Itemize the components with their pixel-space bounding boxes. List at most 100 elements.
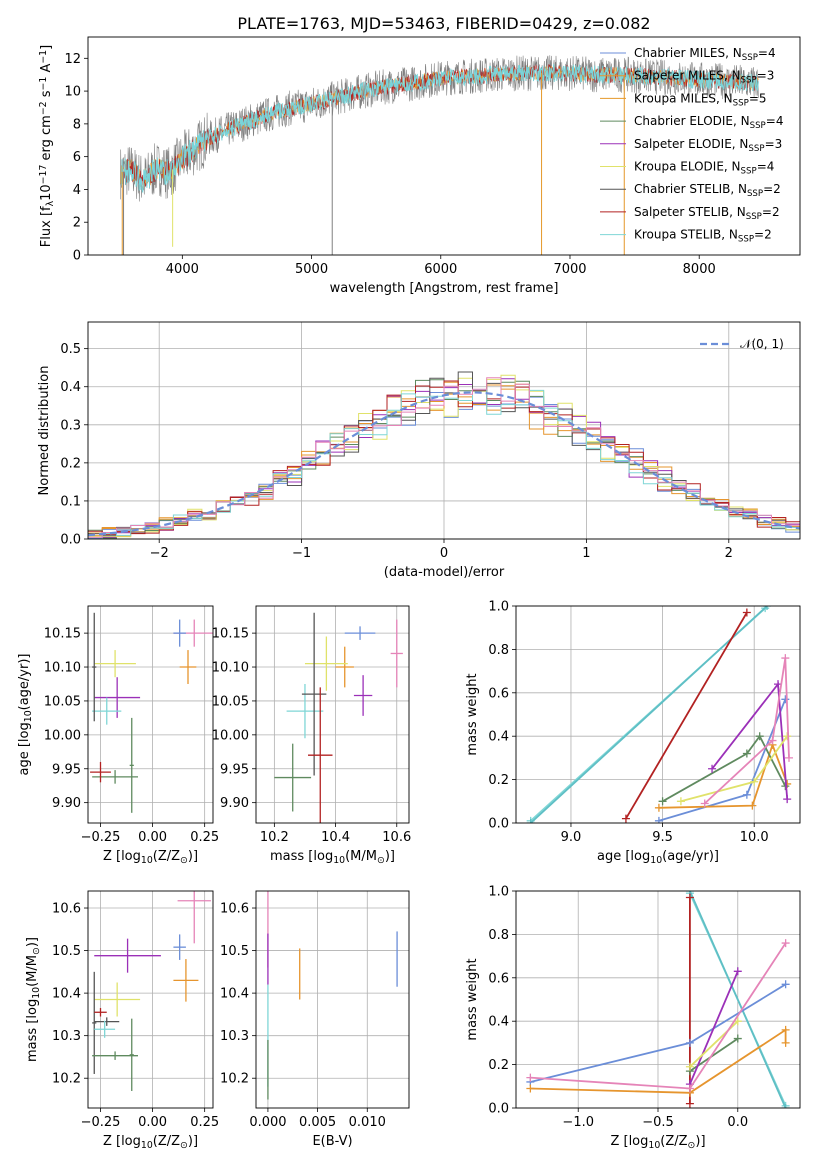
y-axis-label: Normed distribution <box>37 366 52 496</box>
figure-title: PLATE=1763, MJD=53463, FIBERID=0429, z=0… <box>237 14 650 33</box>
x-tick-label: 0.25 <box>190 830 219 845</box>
x-tick-label: 4000 <box>166 262 199 277</box>
y-tick-label: 2 <box>73 216 81 231</box>
label-part: (M/M <box>345 849 377 864</box>
data-point-marker <box>742 608 751 617</box>
legend-label: Salpeter ELODIE, NSSP=3 <box>634 137 782 154</box>
error-bar-point <box>92 770 138 784</box>
y-tick-label: 1.0 <box>488 600 509 615</box>
y-tick-label: 0.4 <box>60 380 81 395</box>
error-bar-point <box>94 1017 120 1026</box>
y-tick-label: 10.15 <box>212 627 249 642</box>
label-part: −1 <box>38 50 49 64</box>
y-tick-label: 10.4 <box>52 987 81 1002</box>
data-point-marker <box>781 1104 790 1108</box>
label-part: age [log <box>17 722 32 775</box>
mass-weight-series <box>654 740 792 812</box>
axes: 4000 5000 6000 7000 8000 0 2 4 6 8 10 12 wavelength … <box>38 36 801 296</box>
label-part: ⊙ <box>31 947 42 955</box>
axes: −1.0 −0.5 0.0 0.0 0.2 0.4 0.6 0.8 1.0 Z [log10(Z/… <box>465 885 801 1151</box>
x-tick-label: 2 <box>725 546 733 561</box>
y-tick-label: 10.4 <box>220 987 249 1002</box>
data-point-marker <box>685 893 694 902</box>
label-part: Chabrier MILES, N <box>634 46 742 60</box>
label-part: Salpeter MILES, N <box>634 69 741 83</box>
x-axis-label: Z [log10(Z/Z⊙)] <box>610 1134 705 1151</box>
label-part: erg cm <box>39 115 54 164</box>
y-tick-label: 0.4 <box>488 730 509 745</box>
series-line <box>625 612 748 820</box>
axes: −0.25 0.00 0.25 9.90 9.95 10.00 10.05 10.10 10.1… <box>17 605 219 866</box>
data-point-marker <box>526 1073 535 1082</box>
data-point-marker <box>781 939 790 948</box>
y-tick-label: 10.6 <box>220 902 249 917</box>
y-tick-label: 0.0 <box>488 817 509 832</box>
label-part: 10 <box>648 1140 660 1151</box>
x-tick-label: 0.00 <box>138 1115 167 1130</box>
data-point-marker <box>733 1034 742 1043</box>
plot-area <box>274 612 403 823</box>
label-part: SSP <box>738 235 754 245</box>
series-line <box>530 1028 787 1094</box>
x-tick-label: −0.25 <box>81 830 121 845</box>
label-part: (Z/Z <box>660 1134 687 1149</box>
legend-label: 𝒩(0, 1) <box>740 337 784 351</box>
age-vs-mass-panel: 10.2 10.4 10.6 9.90 9.95 10.00 10.05 10.10 10.15… <box>212 605 411 866</box>
axes-frame <box>515 605 801 824</box>
data-point-marker <box>685 1099 694 1108</box>
data-point-marker <box>621 814 630 823</box>
y-axis-label: mass weight <box>465 673 480 755</box>
error-bar-point <box>177 891 211 944</box>
error-bar-point <box>94 982 141 1017</box>
y-tick-label: 10.5 <box>220 944 249 959</box>
x-tick-label: 5000 <box>295 262 328 277</box>
data-point-marker <box>733 967 742 976</box>
axes-frame <box>87 36 801 256</box>
label-part: Kroupa MILES, N <box>634 91 733 105</box>
data-point-marker <box>750 777 759 786</box>
label-part: SSP <box>733 98 749 108</box>
axes: 0.000 0.005 0.010 10.2 10.3 10.4 10.5 10.6 E(B-V… <box>220 890 410 1149</box>
y-tick-label: 0.2 <box>488 1058 509 1073</box>
error-bar-point <box>90 761 111 783</box>
plot-area <box>526 606 794 823</box>
plot-area <box>88 371 800 539</box>
legend: 𝒩(0, 1) <box>700 337 784 351</box>
mass-weight-series <box>708 680 792 804</box>
label-part: Salpeter ELODIE, N <box>634 137 748 151</box>
y-tick-label: 9.95 <box>52 762 81 777</box>
mass-vs-ebv-panel: 0.000 0.005 0.010 10.2 10.3 10.4 10.5 10.6 E(B-V… <box>220 890 410 1149</box>
label-part: 10 <box>650 855 662 866</box>
y-tick-label: 8 <box>73 117 81 132</box>
x-tick-label: 8000 <box>683 262 716 277</box>
label-part: (data-model)/error <box>384 565 505 580</box>
legend-label: Chabrier MILES, NSSP=4 <box>634 46 776 63</box>
error-bar-point <box>173 959 199 1002</box>
legend: Chabrier MILES, NSSP=4 Salpeter MILES, N S… <box>600 46 783 245</box>
x-axis-label: wavelength [Angstrom, rest frame] <box>330 281 559 296</box>
label-part: Salpeter STELIB, N <box>634 205 746 219</box>
label-part: ⊙ <box>180 855 188 866</box>
x-axis-label: mass [log10(M/M⊙)] <box>270 849 395 866</box>
data-point-marker <box>781 1038 790 1047</box>
x-tick-label: 9.0 <box>561 830 582 845</box>
axes: 9.0 9.5 10.0 0.0 0.2 0.4 0.6 0.8 1.0 age [log10(a… <box>465 600 801 866</box>
series-line <box>689 970 739 1085</box>
error-bar-point <box>390 619 403 688</box>
label-part: =5 <box>749 91 767 105</box>
mass-weight-series <box>526 1025 790 1097</box>
label-part: −2 <box>38 101 49 115</box>
plot-area <box>90 612 213 813</box>
label-part: )] <box>188 1134 198 1149</box>
error-bar-point <box>92 697 122 725</box>
axes-frame <box>87 605 214 824</box>
legend-label: Chabrier STELIB, NSSP=2 <box>634 182 781 199</box>
y-tick-label: 10.6 <box>52 902 81 917</box>
label-part: Kroupa STELIB, N <box>634 228 738 242</box>
y-tick-label: 10.3 <box>52 1029 81 1044</box>
error-bar-point <box>92 1051 138 1060</box>
axes: −2 −1 0 1 2 0.0 0.1 0.2 0.3 0.4 0.5 (data-model)/er… <box>37 321 801 580</box>
data-point-marker <box>708 764 717 773</box>
y-axis-label: age [log10(age/yr)] <box>17 654 34 776</box>
x-tick-label: 0.010 <box>349 1115 386 1130</box>
